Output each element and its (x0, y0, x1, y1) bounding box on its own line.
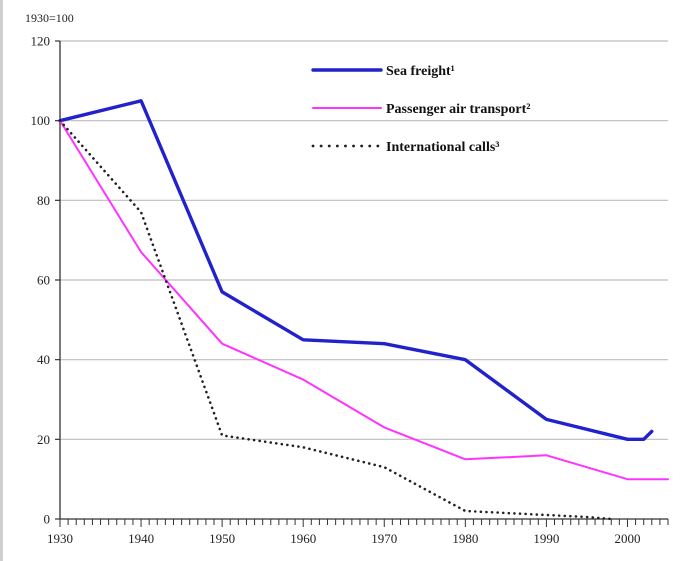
legend: Sea freight¹ Passenger air transport² Inte… (311, 64, 530, 155)
x-tick-label-1960: 1960 (290, 531, 316, 546)
line-chart: 1930=100 0 20 40 60 80 100 120 1930 1940 1950 1960… (25, 11, 669, 546)
y-tick-label-100: 100 (31, 113, 51, 128)
series-lines (58, 99, 669, 521)
y-tick-label-80: 80 (37, 193, 50, 208)
y-tick-label-120: 120 (31, 34, 51, 49)
series-line-1 (58, 99, 654, 441)
series-line-3 (58, 119, 613, 521)
y-tick-label-0: 0 (44, 512, 51, 527)
x-tick-label-2000: 2000 (614, 531, 640, 546)
y-tick-label-60: 60 (37, 273, 50, 288)
x-tick-label-1970: 1970 (371, 531, 397, 546)
y-tick-label-40: 40 (37, 352, 50, 367)
legend-label-1: Sea freight¹ (386, 64, 455, 79)
x-tick-label-1990: 1990 (533, 531, 559, 546)
x-tick-label-1950: 1950 (209, 531, 235, 546)
y-unit-label: 1930=100 (25, 11, 74, 25)
y-tick-label-20: 20 (37, 432, 50, 447)
grid-lines (60, 40, 668, 440)
axes: 0 20 40 60 80 100 120 1930 1940 1950 1960 1970 1980 1… (31, 34, 669, 546)
series-line-2 (59, 119, 669, 481)
legend-label-3: International calls³ (386, 140, 499, 155)
legend-label-2: Passenger air transport² (386, 102, 530, 117)
x-tick-label-1930: 1930 (47, 531, 73, 546)
x-tick-label-1940: 1940 (128, 531, 154, 546)
x-tick-label-1980: 1980 (452, 531, 478, 546)
